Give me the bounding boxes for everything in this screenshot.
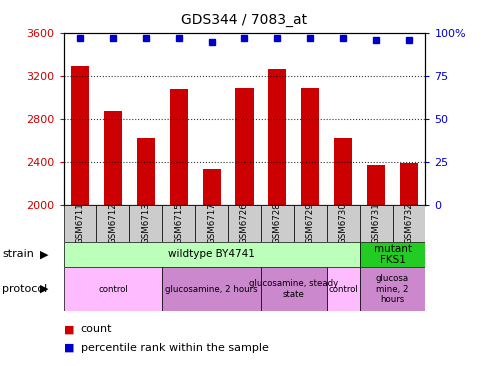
Bar	[392, 205, 425, 242]
Bar	[359, 267, 425, 311]
Text: GSM6712: GSM6712	[108, 202, 117, 244]
Bar	[63, 242, 359, 267]
Text: GDS344 / 7083_at: GDS344 / 7083_at	[181, 13, 307, 27]
Bar	[359, 205, 392, 242]
Bar	[261, 205, 293, 242]
Text: ■: ■	[63, 343, 74, 353]
Bar	[227, 205, 261, 242]
Text: control: control	[327, 285, 357, 294]
Bar	[195, 205, 227, 242]
Text: GSM6711: GSM6711	[75, 202, 84, 244]
Text: wildtype BY4741: wildtype BY4741	[168, 249, 255, 259]
Bar	[293, 205, 326, 242]
Bar	[202, 169, 220, 205]
Bar	[96, 205, 129, 242]
Bar	[169, 89, 187, 205]
Bar	[162, 205, 195, 242]
Text: GSM6731: GSM6731	[371, 202, 380, 244]
Bar	[333, 138, 351, 205]
Bar	[359, 242, 425, 267]
Text: GSM6713: GSM6713	[141, 202, 150, 244]
Bar	[261, 267, 326, 311]
Bar	[326, 205, 359, 242]
Text: glucosamine, steady
state: glucosamine, steady state	[249, 279, 338, 299]
Bar	[103, 111, 122, 205]
Bar	[301, 88, 319, 205]
Text: glucosamine, 2 hours: glucosamine, 2 hours	[165, 285, 257, 294]
Text: GSM6726: GSM6726	[240, 202, 248, 244]
Text: mutant
FKS1: mutant FKS1	[373, 243, 411, 265]
Text: GSM6728: GSM6728	[272, 202, 281, 244]
Text: control: control	[98, 285, 127, 294]
Text: ▶: ▶	[41, 284, 49, 294]
Bar	[326, 267, 359, 311]
Text: percentile rank within the sample: percentile rank within the sample	[81, 343, 268, 353]
Text: GSM6732: GSM6732	[404, 202, 413, 244]
Bar	[63, 267, 162, 311]
Bar	[162, 267, 261, 311]
Text: GSM6717: GSM6717	[207, 202, 216, 244]
Bar	[366, 165, 385, 205]
Bar	[137, 138, 155, 205]
Bar	[63, 205, 96, 242]
Text: GSM6730: GSM6730	[338, 202, 347, 244]
Text: ▶: ▶	[41, 249, 49, 259]
Bar	[268, 70, 286, 205]
Text: ■: ■	[63, 324, 74, 335]
Bar	[235, 88, 253, 205]
Text: GSM6715: GSM6715	[174, 202, 183, 244]
Text: strain: strain	[2, 249, 34, 259]
Text: GSM6729: GSM6729	[305, 202, 314, 244]
Text: protocol: protocol	[2, 284, 48, 294]
Text: count: count	[81, 324, 112, 335]
Bar	[399, 163, 417, 205]
Bar	[129, 205, 162, 242]
Bar	[71, 66, 89, 205]
Text: glucosa
mine, 2
hours: glucosa mine, 2 hours	[375, 274, 408, 304]
